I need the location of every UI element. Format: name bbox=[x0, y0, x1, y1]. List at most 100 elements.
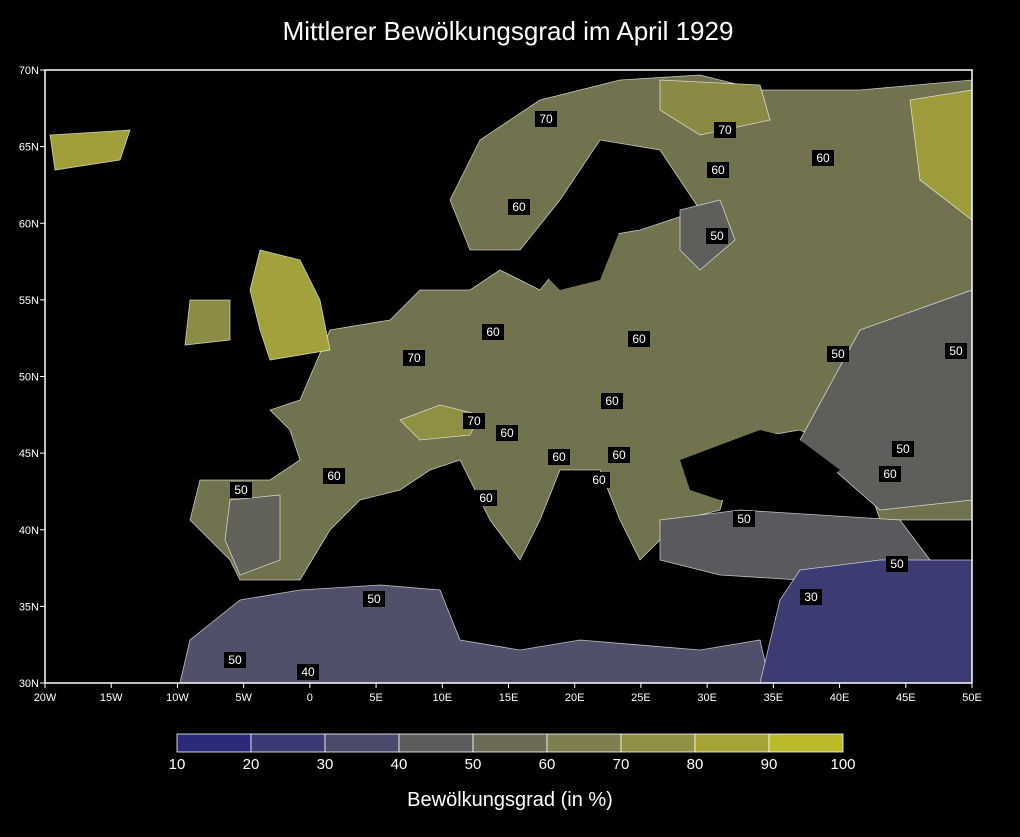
contour-label-box bbox=[608, 447, 630, 463]
contour-label-box bbox=[707, 162, 729, 178]
lon-tick-label: 50E bbox=[962, 692, 982, 704]
lat-tick-label: 45N bbox=[19, 448, 39, 460]
colorbar-segment bbox=[768, 733, 844, 753]
lon-tick-label: 5E bbox=[369, 692, 382, 704]
lat-tick-label: 60N bbox=[19, 218, 39, 230]
contour-label-box bbox=[892, 441, 914, 457]
contour-label-box bbox=[475, 490, 497, 506]
colorbar-segment bbox=[472, 733, 548, 753]
colorbar-segment bbox=[324, 733, 400, 753]
colorbar-tick-label: 20 bbox=[243, 756, 260, 773]
contour-label-box bbox=[363, 591, 385, 607]
title: Mittlerer Bewölkungsgrad im April 1929 bbox=[283, 16, 734, 46]
contour-label: 60 bbox=[711, 163, 725, 177]
contour-label-box bbox=[706, 228, 728, 244]
contour-label-box bbox=[800, 589, 822, 605]
contour-label: 50 bbox=[831, 347, 845, 361]
lon-tick-label: 20W bbox=[34, 692, 57, 704]
contour-label: 60 bbox=[883, 467, 897, 481]
lon-tick-label: 40E bbox=[830, 692, 850, 704]
lat-tick-label: 65N bbox=[19, 142, 39, 154]
baltic-sea bbox=[540, 150, 640, 290]
lon-tick-label: 0 bbox=[307, 692, 313, 704]
land-ireland bbox=[184, 299, 231, 346]
lon-tick-label: 10W bbox=[166, 692, 189, 704]
colorbar-segment bbox=[176, 733, 252, 753]
contour-label: 50 bbox=[228, 653, 242, 667]
contour-label: 60 bbox=[612, 448, 626, 462]
contour-label-box bbox=[879, 466, 901, 482]
contour-label: 70 bbox=[718, 123, 732, 137]
contour-label-box bbox=[628, 331, 650, 347]
contour-label: 60 bbox=[512, 200, 526, 214]
contour-label-box bbox=[230, 482, 252, 498]
contour-label-box bbox=[403, 350, 425, 366]
contour-label: 60 bbox=[816, 151, 830, 165]
lon-tick-label: 15E bbox=[499, 692, 519, 704]
colorbar-tick-label: 50 bbox=[465, 756, 482, 773]
lat-tick-label: 55N bbox=[19, 295, 39, 307]
contour-label-box bbox=[886, 556, 908, 572]
lat-tick-label: 35N bbox=[19, 601, 39, 613]
contour-label: 50 bbox=[367, 592, 381, 606]
lon-tick-label: 15W bbox=[100, 692, 123, 704]
colorbar-tick-label: 100 bbox=[830, 756, 855, 773]
lon-tick-label: 35E bbox=[764, 692, 784, 704]
contour-label: 50 bbox=[710, 229, 724, 243]
contour-label: 60 bbox=[479, 491, 493, 505]
contour-label-box bbox=[496, 425, 518, 441]
contour-label: 60 bbox=[486, 325, 500, 339]
contour-label: 70 bbox=[407, 351, 421, 365]
contour-label-box bbox=[714, 122, 736, 138]
lon-tick-label: 30E bbox=[697, 692, 717, 704]
lon-tick-label: 25E bbox=[631, 692, 651, 704]
contour-label-box bbox=[588, 472, 610, 488]
land-africa bbox=[179, 584, 771, 684]
colorbar-tick-label: 40 bbox=[391, 756, 408, 773]
contour-label: 60 bbox=[552, 450, 566, 464]
contour-label-box bbox=[827, 346, 849, 362]
colorbar-segment bbox=[250, 733, 326, 753]
contour-label: 50 bbox=[890, 557, 904, 571]
colorbar-tick-label: 60 bbox=[539, 756, 556, 773]
contour-label-box bbox=[733, 511, 755, 527]
contour-label: 70 bbox=[539, 112, 553, 126]
colorbar-segment bbox=[620, 733, 696, 753]
contour-label: 40 bbox=[301, 665, 315, 679]
colorbar-title: Bewölkungsgrad (in %) bbox=[407, 789, 613, 811]
contour-label-box bbox=[548, 449, 570, 465]
colorbar-tick-label: 70 bbox=[613, 756, 630, 773]
contour-label-box bbox=[812, 150, 834, 166]
contour-label: 50 bbox=[896, 442, 910, 456]
lon-tick-label: 5W bbox=[235, 692, 252, 704]
lon-tick-label: 45E bbox=[896, 692, 916, 704]
lat-tick-label: 70N bbox=[19, 65, 39, 77]
colorbar-segment bbox=[398, 733, 474, 753]
contour-label: 60 bbox=[327, 469, 341, 483]
contour-label-box bbox=[945, 343, 967, 359]
contour-label-box bbox=[297, 664, 319, 680]
colorbar-tick-label: 80 bbox=[687, 756, 704, 773]
contour-label-box bbox=[508, 199, 530, 215]
colorbar-tick-label: 30 bbox=[317, 756, 334, 773]
contour-label-box bbox=[601, 393, 623, 409]
contour-label: 50 bbox=[949, 344, 963, 358]
contour-label: 60 bbox=[592, 473, 606, 487]
contour-label: 60 bbox=[632, 332, 646, 346]
colorbar-segment bbox=[546, 733, 622, 753]
land-britain bbox=[249, 249, 331, 361]
map: 70 70 60 60 60 50 60 60 70 50 50 70 60 60 60 60 50 60 50 60… bbox=[44, 69, 973, 684]
contour-label-box bbox=[463, 413, 485, 429]
lon-tick-label: 20E bbox=[565, 692, 585, 704]
black-sea bbox=[680, 430, 840, 500]
land-iceland bbox=[49, 129, 131, 171]
lat-tick-label: 50N bbox=[19, 372, 39, 384]
lat-tick-label: 30N bbox=[19, 678, 39, 690]
contour-label: 60 bbox=[500, 426, 514, 440]
contour-label: 30 bbox=[804, 590, 818, 604]
colorbar-tick-label: 10 bbox=[169, 756, 186, 773]
contour-label: 50 bbox=[737, 512, 751, 526]
contour-label-box bbox=[224, 652, 246, 668]
contour-label: 70 bbox=[467, 414, 481, 428]
contour-label: 60 bbox=[605, 394, 619, 408]
